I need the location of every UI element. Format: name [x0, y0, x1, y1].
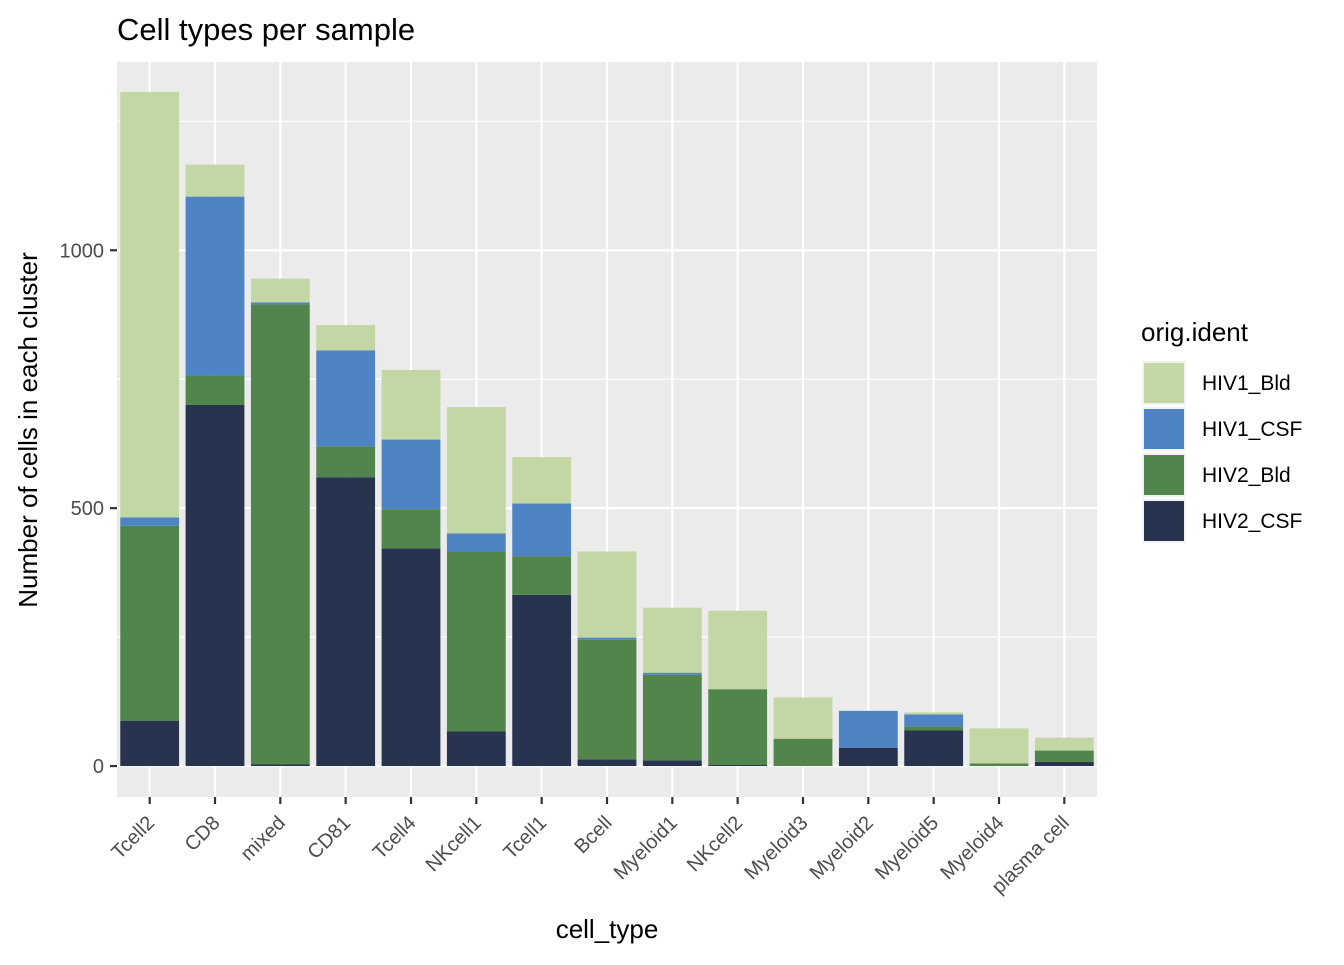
y-tick-label: 500 — [71, 498, 104, 520]
bar-segment — [381, 509, 441, 549]
bar-segment — [120, 91, 180, 518]
x-tick-label: Myeloid2 — [806, 812, 878, 884]
bar-segment — [120, 517, 180, 526]
bar-segment — [512, 503, 572, 557]
bar-segment — [904, 714, 964, 727]
bar-segment — [642, 674, 702, 761]
chart-title: Cell types per sample — [117, 12, 415, 47]
bar-segment — [250, 304, 310, 765]
bar-segment — [773, 738, 833, 767]
bar-segment — [250, 764, 310, 767]
bar-segment — [446, 533, 506, 552]
legend: orig.ident HIV1_Bld HIV1_CSF HIV2_Bld HIV2_… — [1141, 317, 1302, 543]
bar-segment — [381, 369, 441, 440]
legend-title: orig.ident — [1141, 317, 1249, 347]
y-tick-label: 0 — [93, 756, 104, 778]
x-tick-label: NKcell1 — [422, 812, 486, 876]
y-axis: 0 500 1000 — [60, 240, 117, 778]
bar-segment — [316, 350, 376, 447]
bar-segment — [316, 446, 376, 478]
legend-swatch — [1144, 409, 1184, 449]
bar-segment — [904, 712, 964, 715]
bar-segment — [185, 164, 245, 197]
bar-segment — [185, 405, 245, 767]
bar-segment — [577, 637, 637, 640]
bar-segment — [969, 728, 1029, 764]
x-axis-label: cell_type — [556, 914, 659, 944]
bars — [120, 91, 1094, 767]
bar-segment — [708, 689, 768, 766]
bar-segment — [577, 759, 637, 767]
x-tick-label: NKcell2 — [683, 812, 747, 876]
bar-segment — [185, 375, 245, 405]
bar-segment — [120, 720, 180, 767]
bar-segment — [381, 548, 441, 767]
bar-segment — [969, 763, 1029, 767]
bar-segment — [577, 639, 637, 760]
legend-label: HIV1_CSF — [1202, 418, 1302, 441]
bar-segment — [708, 765, 768, 767]
bar-segment — [185, 196, 245, 376]
legend-label: HIV2_Bld — [1202, 464, 1291, 487]
bar-segment — [904, 730, 964, 767]
x-tick-label: CD8 — [181, 812, 225, 856]
bar-segment — [512, 457, 572, 504]
bar-segment — [1034, 750, 1094, 762]
legend-swatch — [1144, 363, 1184, 403]
bar-segment — [1034, 737, 1094, 751]
bar-segment — [512, 594, 572, 767]
y-tick-label: 1000 — [60, 240, 105, 262]
bar-segment — [642, 607, 702, 673]
x-tick-label: Myeloid5 — [871, 812, 943, 884]
y-axis-label: Number of cells in each cluster — [13, 252, 43, 608]
x-axis: Tcell2 CD8 mixed CD81 Tcell4 NKcell1 Tcell1 Bce… — [107, 797, 1074, 898]
bar-segment — [642, 672, 702, 675]
x-tick-label: Myeloid1 — [610, 812, 682, 884]
bar-segment — [1034, 761, 1094, 767]
bar-segment — [316, 477, 376, 767]
legend-label: HIV2_CSF — [1202, 510, 1302, 533]
bar-segment — [446, 731, 506, 767]
bar-segment — [904, 726, 964, 731]
legend-label: HIV1_Bld — [1202, 372, 1291, 395]
bar-segment — [316, 325, 376, 351]
bar-segment — [708, 610, 768, 690]
bar-segment — [512, 556, 572, 595]
bar-segment — [250, 302, 310, 305]
bar-segment — [446, 407, 506, 534]
bar-segment — [773, 697, 833, 739]
x-tick-label: mixed — [237, 812, 290, 865]
legend-swatch — [1144, 501, 1184, 541]
x-tick-label: Myeloid3 — [740, 812, 812, 884]
x-tick-label: Bcell — [570, 812, 616, 858]
x-tick-label: Tcell1 — [499, 812, 551, 864]
x-tick-label: Tcell2 — [107, 812, 159, 864]
x-tick-label: CD81 — [303, 812, 355, 864]
x-tick-label: Tcell4 — [369, 812, 421, 864]
bar-segment — [250, 278, 310, 303]
bar-segment — [642, 760, 702, 767]
bar-segment — [838, 748, 898, 767]
legend-swatch — [1144, 455, 1184, 495]
bar-segment — [120, 525, 180, 721]
bar-segment — [577, 551, 637, 638]
bar-segment — [838, 710, 898, 748]
bar-segment — [381, 439, 441, 510]
bar-segment — [446, 552, 506, 732]
